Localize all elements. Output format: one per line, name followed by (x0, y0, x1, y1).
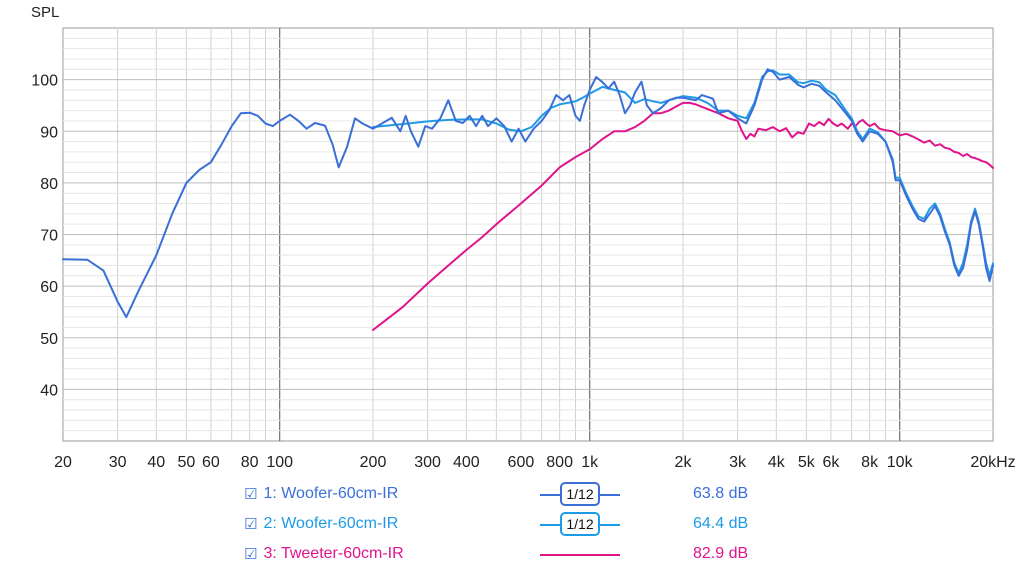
y-tick-label: 80 (40, 176, 58, 193)
x-tick-label: 3k (729, 454, 747, 471)
x-tick-label: 20kHz (970, 454, 1015, 471)
x-tick-label: 300 (414, 454, 441, 471)
legend-line-3 (540, 554, 620, 556)
y-tick-label: 70 (40, 228, 58, 245)
y-tick-label: 90 (40, 124, 58, 141)
grid (63, 28, 993, 441)
y-tick-label: 50 (40, 331, 58, 348)
x-tick-label: 400 (453, 454, 480, 471)
legend-series-name: 2: Woofer-60cm-IR (263, 515, 399, 532)
x-tick-label: 2k (675, 454, 693, 471)
x-tick-label: 1k (581, 454, 599, 471)
legend-item-3[interactable]: ☑ 3: Tweeter-60cm-IR (244, 542, 404, 566)
y-ticks: 40 50 60 70 80 90 100 (31, 73, 58, 400)
x-tick-label: 50 (177, 454, 195, 471)
x-tick-label: 600 (508, 454, 535, 471)
frequency-response-chart: SPL 40 50 60 70 80 90 100 20 30 40 50 60 80 100 200 30… (31, 4, 1016, 471)
x-tick-label: 6k (822, 454, 840, 471)
series-line-3 (372, 101, 994, 331)
legend-value-2: 64.4 dB (693, 515, 749, 532)
x-tick-label: 30 (109, 454, 127, 471)
y-tick-label: 100 (31, 73, 58, 90)
series-group (62, 68, 994, 331)
checkbox-icon[interactable]: ☑ (244, 485, 258, 503)
legend-item-1[interactable]: ☑ 1: Woofer-60cm-IR (244, 482, 398, 506)
y-tick-label: 60 (40, 279, 58, 296)
legend-line-2: 1/12 (540, 512, 620, 536)
legend-series-name: 1: Woofer-60cm-IR (263, 485, 399, 502)
x-ticks: 20 30 40 50 60 80 100 200 300 400 600 800 1k 2k 3k 4k 5k… (54, 454, 1016, 471)
x-tick-label: 200 (360, 454, 387, 471)
checkbox-icon[interactable]: ☑ (244, 545, 258, 563)
y-tick-label: 40 (40, 382, 58, 399)
legend-item-2[interactable]: ☑ 2: Woofer-60cm-IR (244, 512, 398, 536)
x-tick-label: 5k (798, 454, 816, 471)
y-axis-label: SPL (31, 4, 59, 21)
x-tick-label: 80 (241, 454, 259, 471)
smoothing-box[interactable]: 1/12 (560, 512, 600, 536)
x-tick-label: 10k (887, 454, 914, 471)
legend-series-name: 3: Tweeter-60cm-IR (263, 545, 404, 562)
legend-value-1: 63.8 dB (693, 485, 749, 502)
x-tick-label: 100 (266, 454, 293, 471)
x-tick-label: 4k (768, 454, 786, 471)
x-tick-label: 20 (54, 454, 72, 471)
x-tick-label: 40 (147, 454, 165, 471)
x-tick-label: 60 (202, 454, 220, 471)
smoothing-box[interactable]: 1/12 (560, 482, 600, 506)
legend-value-3: 82.9 dB (693, 545, 749, 562)
checkbox-icon[interactable]: ☑ (244, 515, 258, 533)
x-tick-label: 800 (546, 454, 573, 471)
legend-line-1: 1/12 (540, 482, 620, 506)
series-line-1 (62, 68, 994, 319)
x-tick-label: 8k (861, 454, 879, 471)
